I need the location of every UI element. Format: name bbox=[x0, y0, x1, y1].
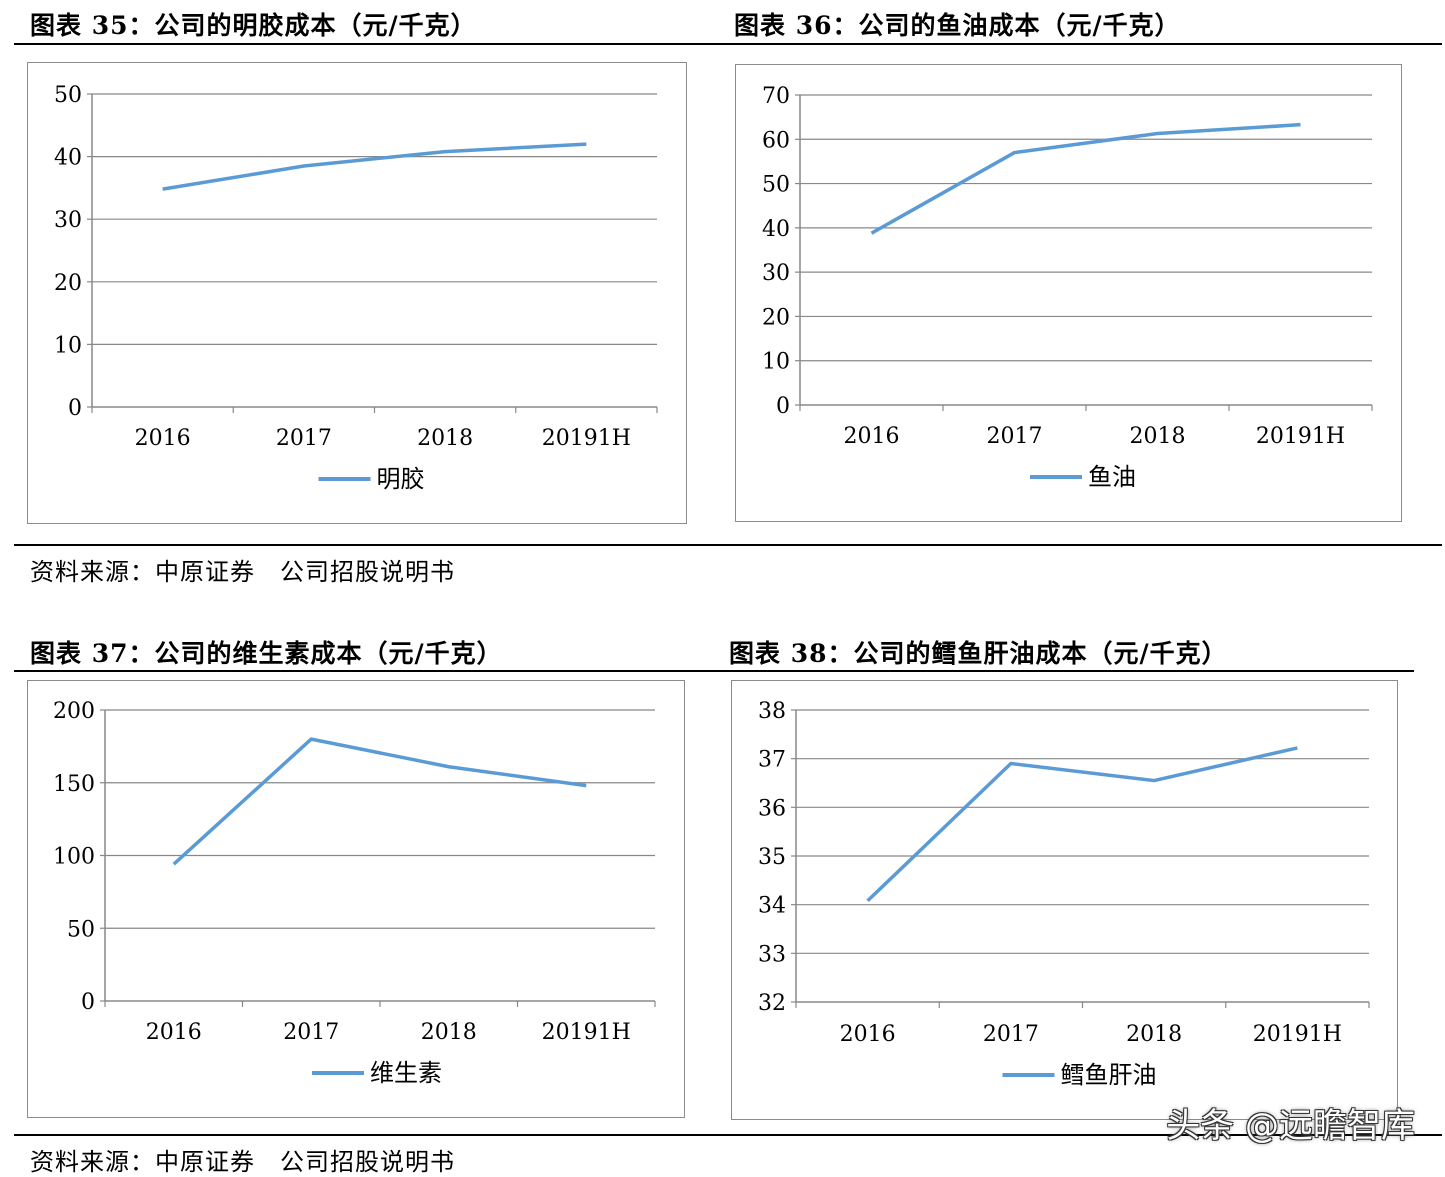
chart-gelatin-svg: 0 10 20 30 40 50 2016 2017 2018 20191H 明胶 bbox=[54, 83, 658, 493]
watermark-text: 头条 @远瞻智库 bbox=[1166, 1106, 1415, 1146]
top-bottom-rule bbox=[14, 544, 1442, 546]
x-tick-label: 20191H bbox=[542, 1020, 631, 1045]
y-tick-label: 70 bbox=[762, 84, 790, 109]
figure-36-title: 图表 36：公司的鱼油成本（元/千克） bbox=[734, 11, 1181, 40]
x-tick-label: 20191H bbox=[542, 426, 631, 451]
figure-38-title: 图表 38：公司的鳕鱼肝油成本（元/千克） bbox=[729, 639, 1228, 668]
y-tick-label: 36 bbox=[758, 796, 786, 821]
y-tick-label: 50 bbox=[762, 173, 790, 198]
y-tick-label: 10 bbox=[762, 350, 790, 375]
y-tick-label: 200 bbox=[53, 699, 95, 724]
x-tick-label: 2017 bbox=[987, 424, 1043, 449]
series-line bbox=[162, 142, 587, 191]
chart-vitamin-cost: 0 50 100 150 200 2016 2017 2018 20191H 维生素 bbox=[27, 680, 685, 1118]
x-tick-label: 2017 bbox=[276, 426, 332, 451]
y-tick-label: 40 bbox=[762, 217, 790, 242]
y-tick-label: 100 bbox=[53, 845, 95, 870]
chart-cod-liver-oil-cost: 32 33 34 35 36 37 38 2016 2017 2018 20191H 鳕鱼肝油 bbox=[731, 680, 1398, 1120]
x-tick-label: 20191H bbox=[1256, 424, 1345, 449]
y-tick-label: 34 bbox=[758, 894, 786, 919]
y-tick-label: 0 bbox=[776, 394, 790, 419]
x-tick-label: 2017 bbox=[283, 1020, 339, 1045]
y-tick-label: 32 bbox=[758, 991, 786, 1016]
bottom-title-rule bbox=[14, 670, 1414, 672]
chart-fish-oil-svg: 0 10 20 30 40 50 60 70 2016 2017 2018 20191H 鱼油 bbox=[762, 84, 1373, 491]
x-tick-label: 2018 bbox=[417, 426, 473, 451]
chart-gelatin-cost: 0 10 20 30 40 50 2016 2017 2018 20191H 明胶 bbox=[27, 62, 687, 524]
y-tick-label: 20 bbox=[54, 271, 82, 296]
series-line bbox=[866, 746, 1298, 903]
y-tick-label: 30 bbox=[762, 261, 790, 286]
source-note-top: 资料来源：中原证券 公司招股说明书 bbox=[30, 558, 455, 586]
series-line bbox=[870, 122, 1301, 235]
y-tick-label: 60 bbox=[762, 128, 790, 153]
x-tick-label: 2018 bbox=[1126, 1022, 1182, 1047]
x-tick-label: 2016 bbox=[146, 1020, 202, 1045]
y-tick-label: 30 bbox=[54, 208, 82, 233]
y-tick-label: 150 bbox=[53, 772, 95, 797]
x-tick-label: 2016 bbox=[135, 426, 191, 451]
legend-label: 维生素 bbox=[370, 1059, 442, 1087]
series-line bbox=[172, 737, 587, 866]
figure-35-title: 图表 35：公司的明胶成本（元/千克） bbox=[30, 11, 477, 40]
y-tick-label: 33 bbox=[758, 942, 786, 967]
x-tick-label: 2016 bbox=[840, 1022, 896, 1047]
y-tick-label: 0 bbox=[68, 396, 82, 421]
x-tick-label: 2018 bbox=[1130, 424, 1186, 449]
chart-cod-liver-oil-svg: 32 33 34 35 36 37 38 2016 2017 2018 20191H 鳕鱼肝油 bbox=[758, 699, 1370, 1089]
chart-fish-oil-cost: 0 10 20 30 40 50 60 70 2016 2017 2018 20191H 鱼油 bbox=[735, 64, 1402, 522]
y-tick-label: 50 bbox=[67, 917, 95, 942]
legend-label: 鳕鱼肝油 bbox=[1061, 1061, 1157, 1089]
source-note-bottom: 资料来源：中原证券 公司招股说明书 bbox=[30, 1148, 455, 1176]
legend-label: 明胶 bbox=[377, 465, 425, 493]
y-tick-label: 10 bbox=[54, 333, 82, 358]
y-tick-label: 35 bbox=[758, 845, 786, 870]
bottom-bottom-rule bbox=[14, 1134, 1442, 1136]
y-tick-label: 0 bbox=[81, 990, 95, 1015]
y-tick-label: 20 bbox=[762, 305, 790, 330]
y-tick-label: 40 bbox=[54, 146, 82, 171]
x-tick-label: 20191H bbox=[1253, 1022, 1342, 1047]
x-tick-label: 2017 bbox=[983, 1022, 1039, 1047]
y-tick-label: 37 bbox=[758, 748, 786, 773]
top-title-rule bbox=[14, 43, 1442, 45]
x-tick-label: 2018 bbox=[421, 1020, 477, 1045]
y-tick-label: 50 bbox=[54, 83, 82, 108]
legend-label: 鱼油 bbox=[1088, 463, 1136, 491]
x-tick-label: 2016 bbox=[844, 424, 900, 449]
chart-vitamin-svg: 0 50 100 150 200 2016 2017 2018 20191H 维生素 bbox=[53, 699, 656, 1087]
figure-37-title: 图表 37：公司的维生素成本（元/千克） bbox=[30, 639, 503, 668]
y-tick-label: 38 bbox=[758, 699, 786, 724]
